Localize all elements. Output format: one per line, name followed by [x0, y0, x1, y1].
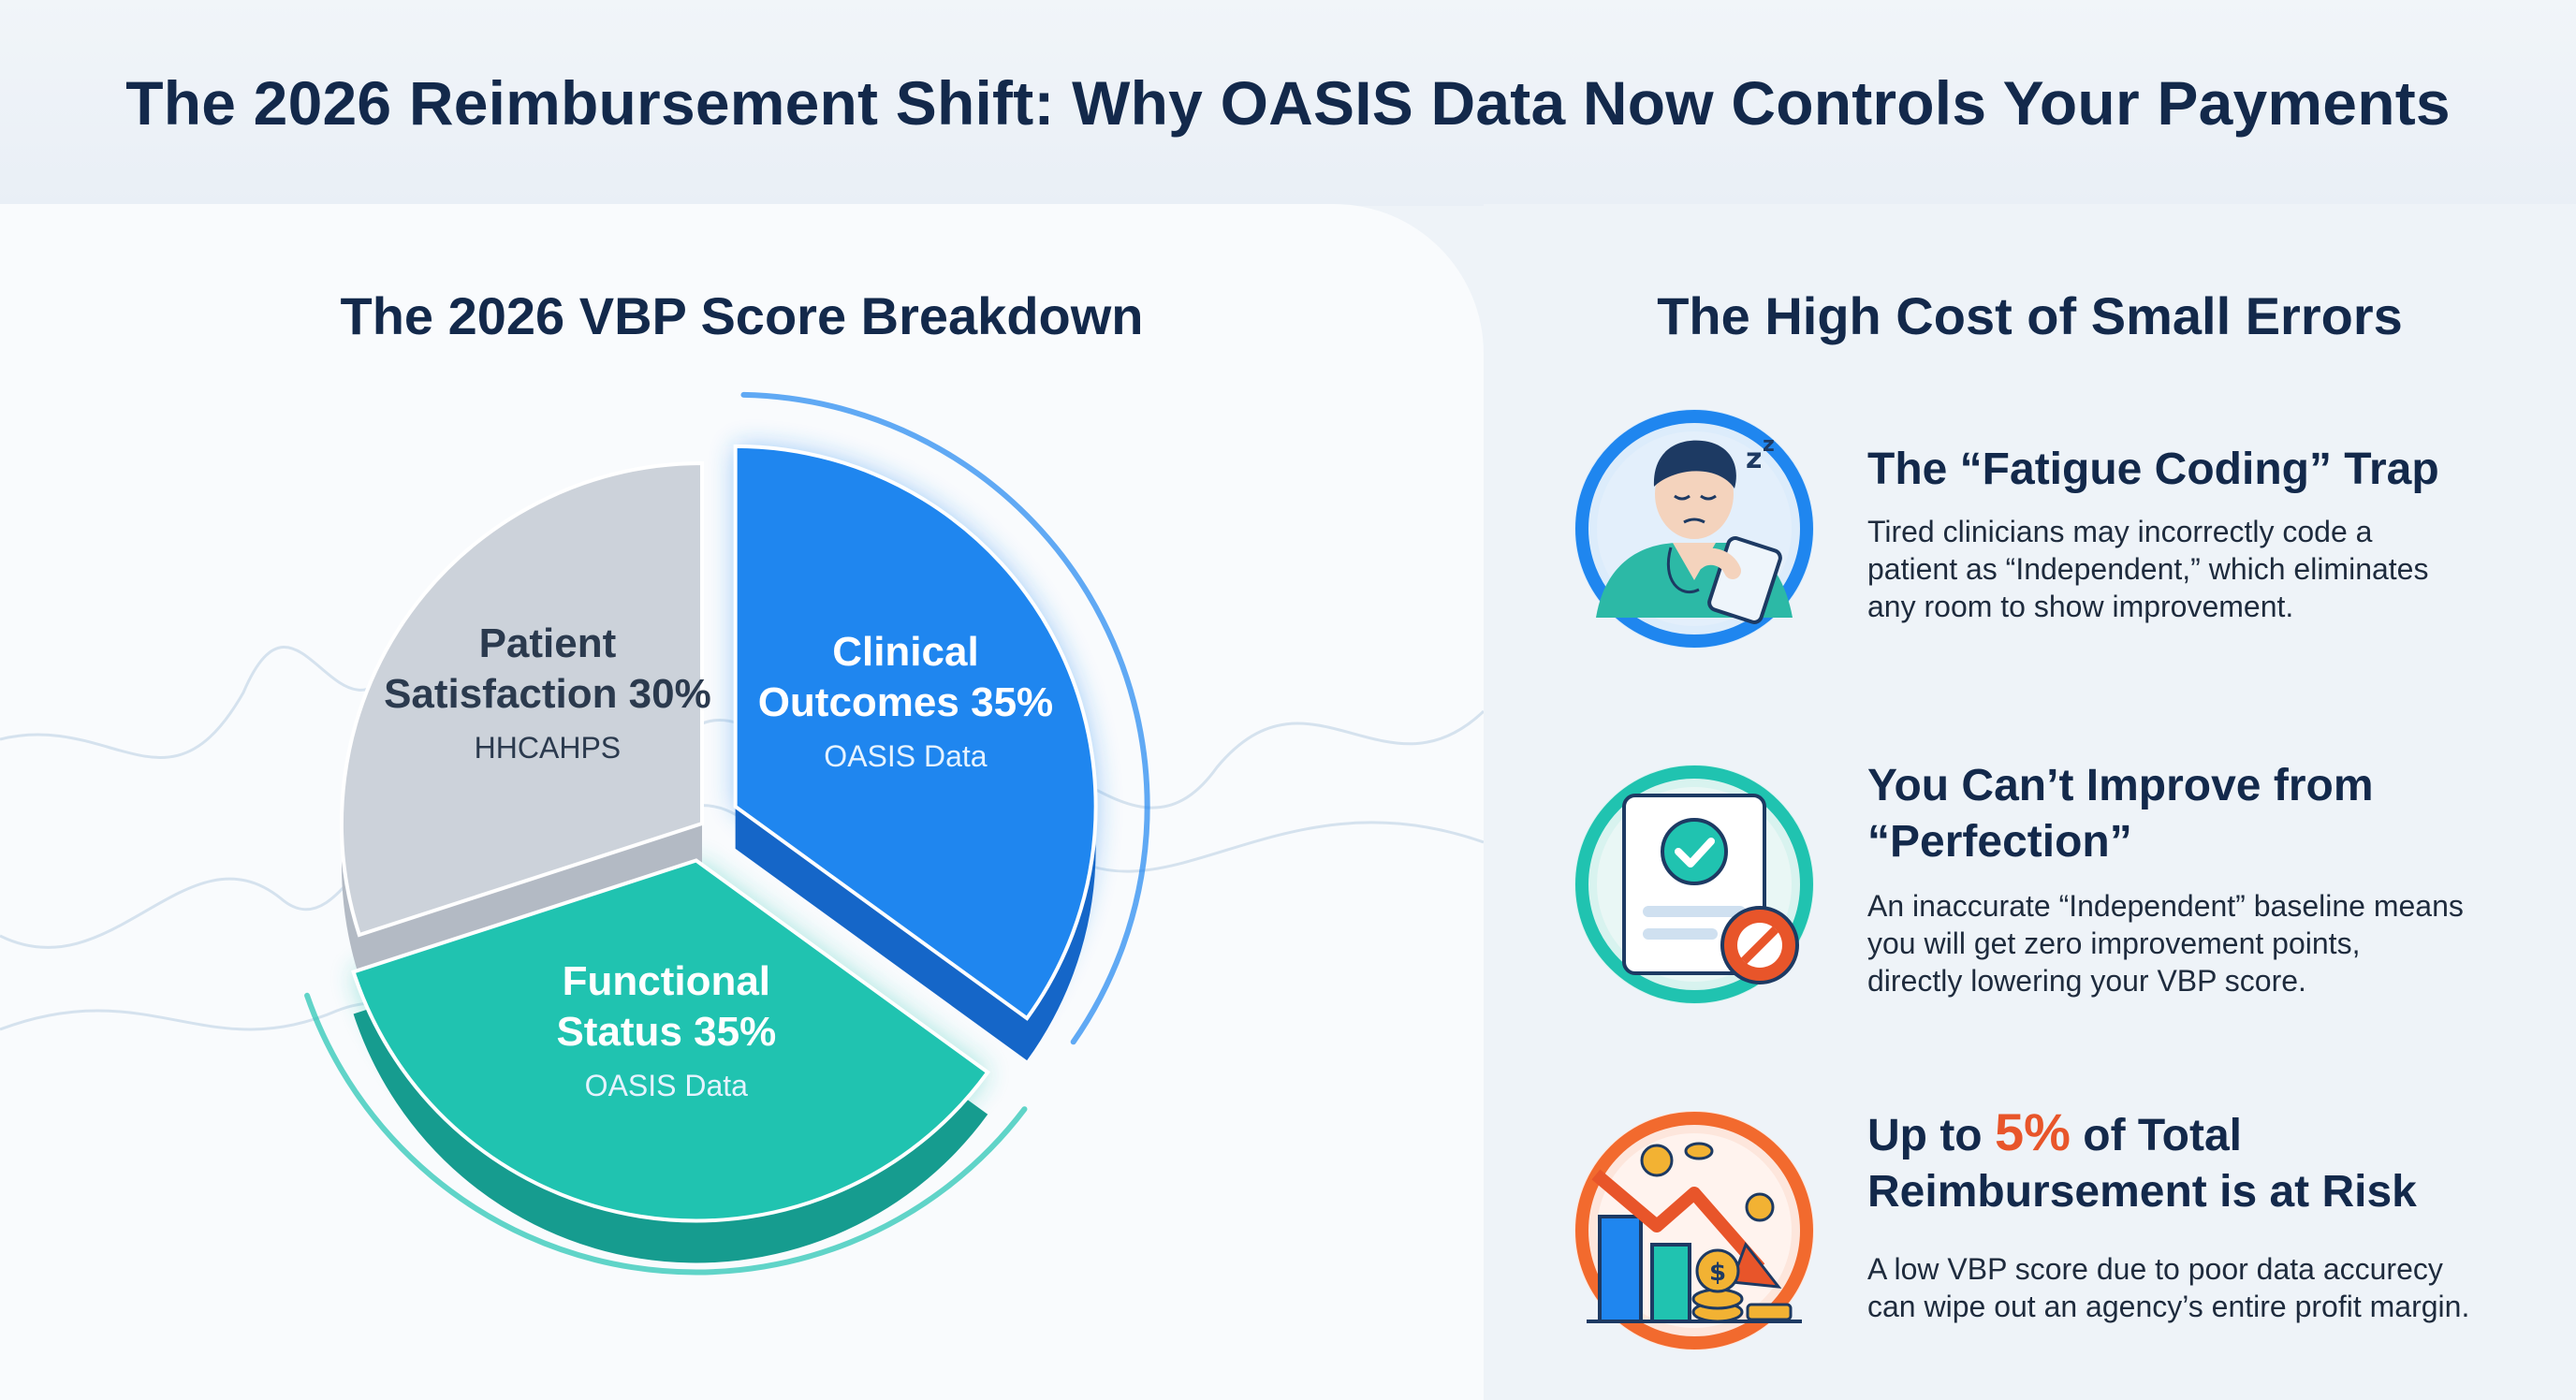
checklist-blocked-icon: [1574, 765, 1814, 1004]
perfection-body: An inaccurate “Independent” baseline mea…: [1867, 887, 2560, 999]
chart-section-title: The 2026 VBP Score Breakdown: [340, 286, 1144, 345]
fatigue-coding-body: Tired clinicians may incorrectly code a …: [1867, 513, 2560, 625]
slice-sublabel-functional-status: OASIS Data: [585, 1069, 749, 1102]
body-line: directly lowering your VBP score.: [1867, 964, 2306, 998]
risk-percent: 5%: [1994, 1102, 2071, 1161]
errors-section-title: The High Cost of Small Errors: [1657, 286, 2403, 345]
declining-revenue-icon: $: [1574, 1111, 1814, 1350]
title-line: You Can’t Improve from: [1867, 761, 2374, 810]
risk-title-prefix: Up to: [1867, 1111, 1995, 1160]
slice-label-functional-status-line2: Status 35%: [556, 1009, 776, 1055]
slice-sublabel-clinical-outcomes: OASIS Data: [824, 739, 988, 773]
risk-body: A low VBP score due to poor data accurec…: [1867, 1250, 2560, 1325]
body-line: can wipe out an agency’s entire profit m…: [1867, 1290, 2470, 1323]
risk-title-line1: Up to 5% of Total: [1867, 1104, 2560, 1164]
body-line: patient as “Independent,” which eliminat…: [1867, 552, 2429, 586]
slice-label-patient-satisfaction-line1: Patient: [479, 620, 617, 666]
slice-label-functional-status-line1: Functional: [563, 958, 770, 1004]
risk-title-suffix: of Total: [2070, 1111, 2242, 1160]
pie-rim-layer: [304, 391, 1150, 1276]
slice-label-clinical-outcomes-line1: Clinical: [832, 629, 979, 675]
body-line: Tired clinicians may incorrectly code a: [1867, 515, 2373, 548]
slice-label-clinical-outcomes-line2: Outcomes 35%: [758, 679, 1053, 725]
body-line: A low VBP score due to poor data accurec…: [1867, 1252, 2443, 1286]
svg-text:$: $: [1709, 1259, 1726, 1287]
slice-functional-status: [351, 858, 991, 1223]
slice-clinical-outcomes: [733, 444, 1098, 1021]
header: The 2026 Reimbursement Shift: Why OASIS …: [0, 0, 2576, 206]
body-line: any room to show improvement.: [1867, 590, 2294, 623]
svg-text:z: z: [1746, 443, 1762, 475]
risk-title-line2: Reimbursement is at Risk: [1867, 1167, 2417, 1217]
title-line: “Perfection”: [1867, 817, 2132, 867]
slice-label-patient-satisfaction-line2: Satisfaction 30%: [384, 671, 711, 717]
slice-rim-clinical-outcomes: [740, 391, 1150, 1045]
slice-rim-functional-status: [304, 992, 1028, 1276]
reimbursement-risk-card: $ Up to 5% of Total Reimbursement is at …: [1568, 1104, 2541, 1385]
tired-clinician-icon: z z: [1574, 409, 1814, 649]
pie-top-layer: [340, 444, 1098, 1223]
risk-title: Up to 5% of Total Reimbursement is at Ri…: [1867, 1104, 2560, 1220]
body-line: you will get zero improvement points,: [1867, 926, 2361, 960]
perfection-title: You Can’t Improve from “Perfection”: [1867, 758, 2560, 870]
body-line: An inaccurate “Independent” baseline mea…: [1867, 889, 2464, 923]
slice-sublabel-patient-satisfaction: HHCAHPS: [475, 731, 621, 765]
fatigue-coding-title: The “Fatigue Coding” Trap: [1867, 445, 2439, 494]
slice-patient-satisfaction: [340, 460, 704, 938]
perfection-card: You Can’t Improve from “Perfection” An i…: [1568, 758, 2541, 1039]
fatigue-coding-card: z z The “Fatigue Coding” Trap Tired clin…: [1568, 402, 2541, 683]
page-title: The 2026 Reimbursement Shift: Why OASIS …: [125, 68, 2451, 138]
svg-text:z: z: [1763, 433, 1775, 457]
